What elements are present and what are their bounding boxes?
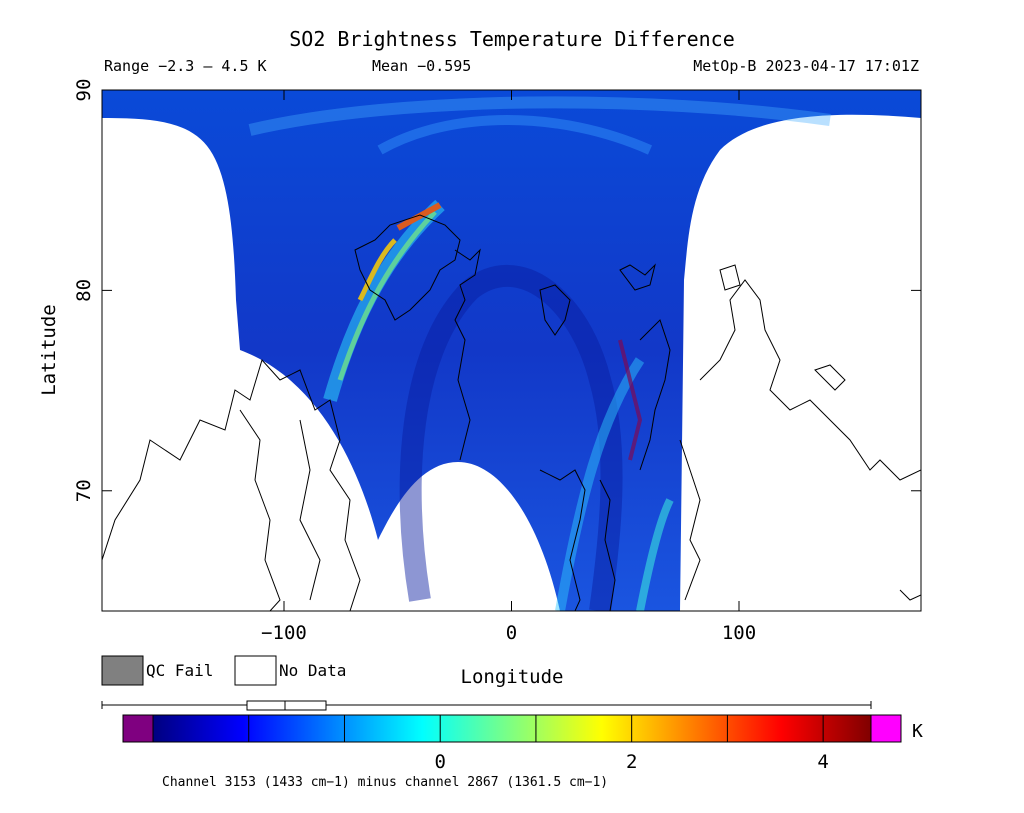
colorbar-caption: Channel 3153 (1433 cm−1) minus channel 2… <box>162 775 608 790</box>
colorbar-tick-label: 0 <box>434 751 445 773</box>
satellite-time-label: MetOp-B 2023-04-17 17:01Z <box>693 57 919 75</box>
colorbar-tick-label: 4 <box>817 751 828 773</box>
x-tick-label: −100 <box>261 622 307 644</box>
no-data-label: No Data <box>279 661 346 680</box>
colorbar-tick-label: 2 <box>626 751 637 773</box>
range-indicator <box>101 700 872 711</box>
colorbar-ticks: 0 2 4 <box>152 715 829 773</box>
map-area <box>102 90 921 611</box>
x-tick-label: 100 <box>722 622 756 644</box>
colorbar-gradient <box>152 714 872 743</box>
y-tick-label: 80 <box>73 279 95 302</box>
data-swath <box>102 90 921 611</box>
colorbar-under <box>122 714 154 743</box>
y-tick-label: 70 <box>73 479 95 502</box>
colorbar-over <box>870 714 902 743</box>
qc-fail-swatch <box>101 655 144 686</box>
no-data-swatch <box>234 655 277 686</box>
chart-title: SO2 Brightness Temperature Difference <box>289 27 735 51</box>
y-tick-label: 90 <box>73 79 95 102</box>
x-axis: −100 0 100 <box>261 90 756 644</box>
y-axis-label: Latitude <box>38 304 60 396</box>
coastlines <box>102 214 921 611</box>
x-axis-label: Longitude <box>461 666 564 688</box>
colorbar-unit: K <box>912 721 923 742</box>
y-axis: 70 80 90 <box>73 79 921 502</box>
qc-fail-label: QC Fail <box>146 661 213 680</box>
range-label: Range −2.3 – 4.5 K <box>104 57 267 75</box>
swath-features <box>248 96 831 611</box>
x-tick-label: 0 <box>506 622 517 644</box>
mean-label: Mean −0.595 <box>372 57 471 75</box>
